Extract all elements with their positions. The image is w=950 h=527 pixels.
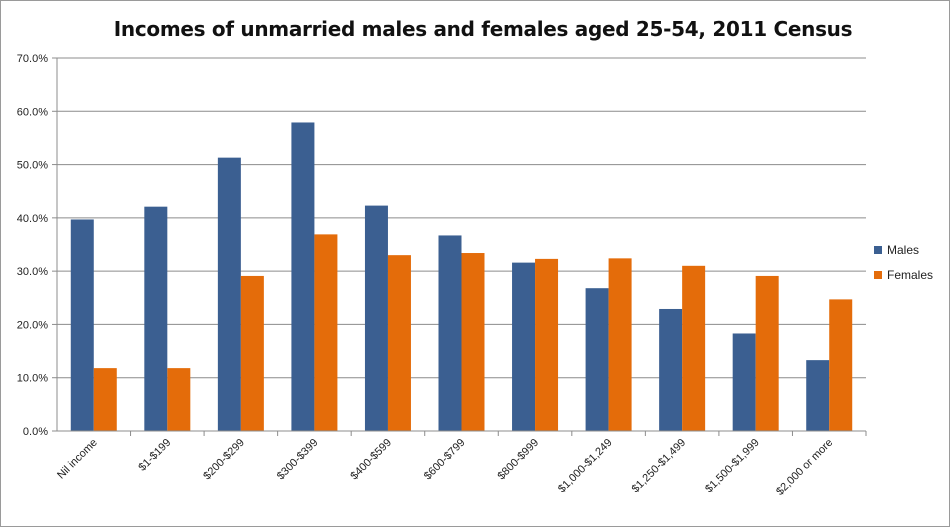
x-tick-label: $1,250-$1,499	[630, 437, 689, 496]
x-tick-label: $1,000-$1,249	[556, 437, 615, 496]
bar-females	[461, 253, 485, 431]
bar-males	[217, 157, 241, 431]
y-tick-label: 30.0%	[17, 266, 48, 278]
y-tick-label: 0.0%	[23, 426, 48, 438]
x-tick-label: $1-$199	[136, 437, 173, 474]
bars	[70, 122, 853, 432]
bar-males	[806, 360, 830, 431]
bar-females	[682, 265, 706, 431]
bar-females	[240, 275, 264, 431]
chart-title: Incomes of unmarried males and females a…	[113, 17, 853, 41]
bar-females	[167, 368, 191, 431]
x-tick-label: $200-$299	[201, 437, 247, 483]
y-tick-label: 20.0%	[17, 319, 48, 331]
x-tick-label: $1,500-$1,999	[703, 437, 762, 496]
legend-label-males: Males	[887, 243, 919, 257]
y-tick-label: 50.0%	[17, 160, 48, 172]
x-tick-label: Nil income	[55, 437, 100, 482]
y-tick-label: 40.0%	[17, 213, 48, 225]
y-tick-label: 70.0%	[17, 53, 48, 65]
x-tick-label: $2,000 or more	[774, 437, 835, 498]
legend-label-females: Females	[887, 268, 933, 282]
legend-swatch-females	[874, 271, 882, 279]
x-tick-label: $400-$599	[348, 437, 394, 483]
bar-males	[364, 205, 388, 431]
y-tick-label: 60.0%	[17, 106, 48, 118]
bar-females	[314, 234, 338, 431]
bar-females	[608, 258, 632, 431]
bar-males	[512, 262, 536, 431]
bar-males	[70, 219, 94, 431]
bar-males	[732, 333, 756, 431]
bar-females	[93, 368, 117, 431]
x-tick-label: $600-$799	[422, 437, 468, 483]
bar-females	[755, 275, 779, 431]
bar-females	[387, 255, 411, 431]
bar-males	[291, 122, 315, 432]
bar-males	[144, 206, 168, 431]
y-tick-label: 10.0%	[17, 373, 48, 385]
bar-males	[585, 288, 609, 431]
bar-females	[535, 258, 559, 431]
bar-males	[438, 235, 462, 431]
legend-swatch-males	[874, 246, 882, 254]
bar-females	[829, 299, 853, 431]
x-tick-label: $800-$999	[495, 437, 541, 483]
bar-males	[659, 308, 683, 431]
x-tick-label: $300-$399	[275, 437, 321, 483]
legend: Males Females	[874, 243, 933, 282]
